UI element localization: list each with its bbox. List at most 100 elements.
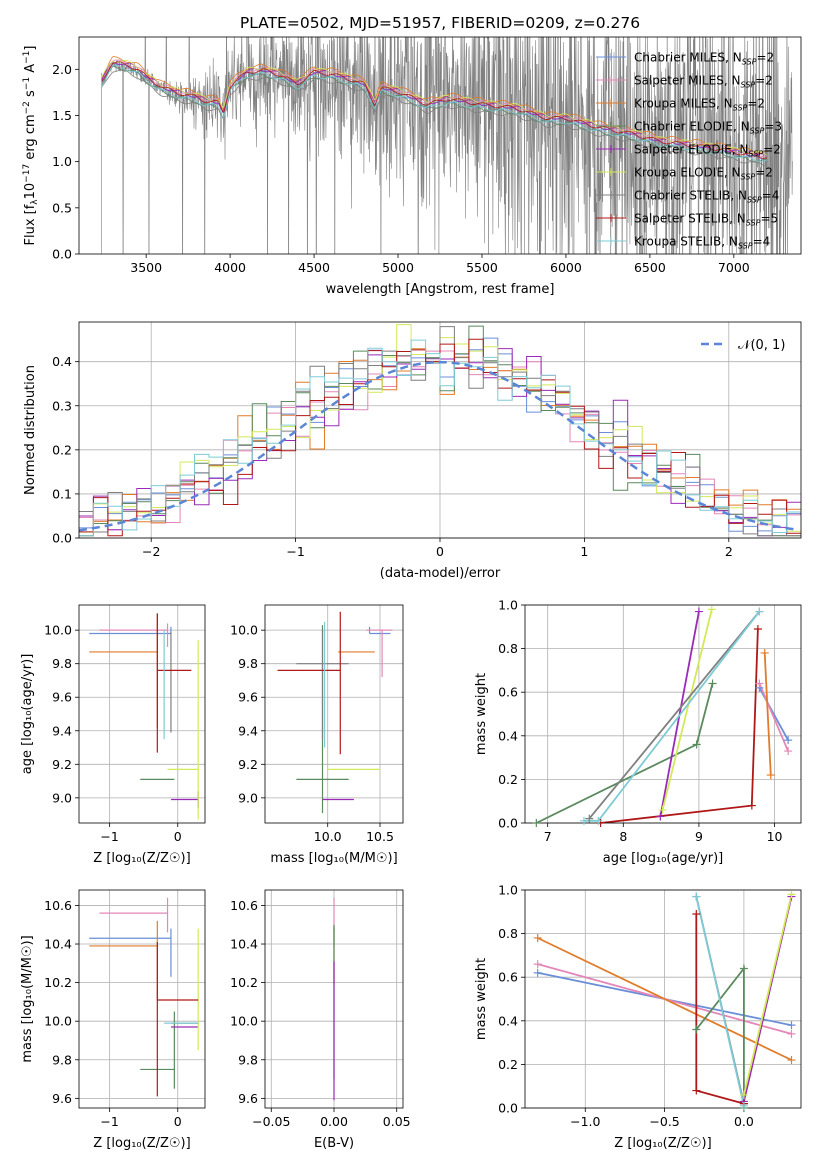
x-tick-label: 0	[174, 829, 182, 844]
residual-histogram-8	[79, 339, 801, 537]
y-label-part: −1	[22, 51, 32, 64]
y-tick-label: 9.2	[238, 757, 258, 772]
legend-entry-7: Salpeter STELIB, NSSP=5	[634, 212, 778, 228]
y-label-part: −1	[22, 77, 32, 90]
y-tick-label: 0.0	[52, 531, 72, 546]
weight-line-8	[695, 896, 745, 1106]
x-tick-label: 7000	[718, 260, 750, 275]
chart-weight-vs-z: −1.0 −0.5 0.0 0.0 0.2 0.4 0.6 0.8 1.0 Z [log₁₀(Z/…	[474, 883, 802, 1151]
y-tick-label: 0.0	[52, 247, 72, 262]
y-tick-label: 9.8	[52, 656, 72, 671]
figure-title: PLATE=0502, MJD=51957, FIBERID=0209, z=0…	[240, 14, 640, 32]
legend-entry-subscript: SSP	[733, 104, 748, 113]
y-label-part: ]	[23, 46, 38, 51]
legend-entry-count: =3	[764, 120, 782, 134]
x-axis-label: age [log₁₀(age/yr)]	[603, 851, 724, 866]
x-axis-label: (data-model)/error	[380, 566, 501, 581]
y-tick-label: 9.8	[52, 1052, 72, 1067]
legend-entry-name: Salpeter ELODIE, N	[634, 143, 748, 157]
x-tick-label: 10.0	[314, 829, 342, 844]
chart-mass-vs-ebv: −0.05 0.00 0.05 9.6 9.8 10.0 10.2 10.4 10.6 E(B-V…	[230, 889, 411, 1151]
y-tick-label: 0.0	[498, 816, 518, 831]
legend-entry-count: =5	[760, 212, 778, 226]
legend-entry-8: Kroupa STELIB, NSSP=4	[634, 235, 770, 251]
legend-entry-name: Salpeter STELIB, N	[634, 212, 746, 226]
weight-marker	[656, 812, 665, 821]
y-tick-label: 0.1	[52, 486, 72, 501]
weight-marker	[787, 1056, 796, 1065]
y-tick-label: 10.2	[44, 975, 72, 990]
weight-marker	[533, 960, 542, 969]
y-label-part: −17	[22, 164, 32, 183]
y-tick-label: 10.0	[44, 623, 72, 638]
x-tick-label: 9	[695, 829, 703, 844]
x-tick-label: 0	[436, 544, 444, 559]
x-tick-label: −1	[100, 829, 118, 844]
x-tick-label: 4500	[298, 260, 330, 275]
y-label-part: 10	[23, 183, 38, 200]
weight-marker	[787, 1029, 796, 1038]
model-spectrum-2	[101, 56, 767, 154]
legend-entry-normal: 𝒩(0, 1)	[738, 338, 785, 353]
x-tick-label: −1	[286, 544, 304, 559]
chart-mass-vs-z: −1 0 9.6 9.8 10.0 10.2 10.4 10.6 Z [log₁₀(Z/Z☉)]…	[20, 889, 206, 1151]
weight-marker	[784, 736, 793, 745]
weight-marker	[692, 1086, 701, 1095]
weight-marker	[747, 801, 756, 810]
legend-entry-6: Chabrier STELIB, NSSP=4	[634, 189, 779, 205]
y-axis-label: mass [log₁₀(M/M☉)]	[20, 935, 35, 1062]
weight-marker	[707, 605, 716, 614]
weight-marker	[739, 1101, 748, 1110]
legend-entry-name: Chabrier ELODIE, N	[634, 120, 750, 134]
y-tick-label: 10.4	[230, 937, 258, 952]
y-tick-label: 2.0	[52, 62, 72, 77]
legend-entry-subscript: SSP	[742, 58, 757, 67]
weight-line-2	[537, 937, 792, 1061]
legend-entry-name: Chabrier MILES, N	[634, 51, 742, 65]
y-tick-label: 0.4	[498, 728, 518, 743]
weight-marker	[579, 816, 588, 825]
weight-marker	[753, 624, 762, 633]
weight-marker	[692, 1025, 701, 1034]
axes-frame	[78, 321, 802, 539]
model-spectrum-7	[101, 61, 767, 159]
y-tick-label: 9.0	[52, 790, 72, 805]
y-tick-label: 9.4	[52, 723, 72, 738]
y-axis-label: mass weight	[474, 673, 489, 755]
x-tick-label: −1	[100, 1114, 118, 1129]
y-tick-label: 9.8	[238, 1052, 258, 1067]
weight-marker	[784, 747, 793, 756]
y-tick-label: 10.0	[44, 1014, 72, 1029]
legend-entry-2: Kroupa MILES, NSSP=2	[634, 97, 765, 113]
weight-marker	[532, 819, 541, 827]
y-tick-label: 0.2	[498, 1057, 518, 1072]
legend-entry-count: =4	[753, 235, 771, 249]
weight-marker	[766, 771, 775, 780]
y-label-part: s	[23, 90, 38, 101]
x-tick-label: 0.00	[320, 1114, 348, 1129]
weight-marker	[658, 805, 667, 814]
y-tick-label: 0.8	[498, 926, 518, 941]
legend-entry-name: Kroupa STELIB, N	[634, 235, 738, 249]
axes-frame	[264, 889, 404, 1109]
chart-age-vs-mass: 10.0 10.5 9.0 9.2 9.4 9.6 9.8 10.0 mass [log₁₀(M…	[230, 604, 404, 866]
weight-line-7	[600, 628, 759, 823]
legend-entry-3: Chabrier ELODIE, NSSP=3	[634, 120, 782, 136]
y-tick-label: 0.6	[498, 970, 518, 985]
weight-marker	[739, 964, 748, 973]
legend-entry-subscript: SSP	[738, 242, 753, 251]
legend-entry-name: Kroupa MILES, N	[634, 97, 733, 111]
legend-entry-count: =2	[755, 74, 773, 88]
x-tick-label: 5000	[382, 260, 414, 275]
legend-entry-subscript: SSP	[748, 150, 763, 159]
x-tick-label: −0.5	[649, 1114, 679, 1129]
model-spectrum-3	[101, 65, 767, 163]
x-tick-label: 0.05	[383, 1114, 411, 1129]
x-tick-label: 2	[725, 544, 733, 559]
plot-area	[89, 613, 199, 820]
residual-histogram-6	[79, 326, 801, 537]
y-tick-label: 0.4	[52, 354, 72, 369]
x-tick-label: 5500	[466, 260, 498, 275]
legend-entry-name: Kroupa ELODIE, N	[634, 166, 741, 180]
